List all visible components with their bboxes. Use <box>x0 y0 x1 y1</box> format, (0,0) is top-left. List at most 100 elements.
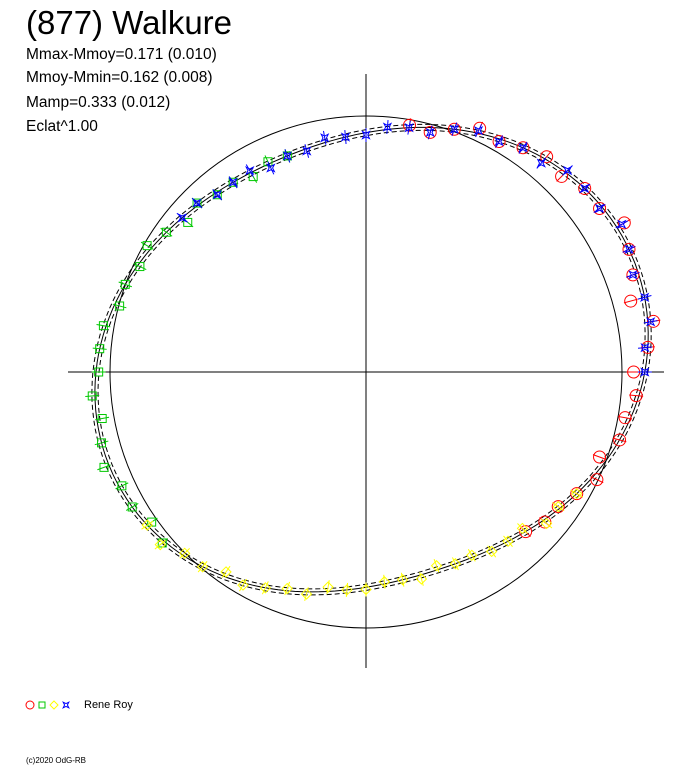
error-bar-3-12 <box>495 135 503 148</box>
data-point-star-8 <box>580 183 590 194</box>
data-point-star-2 <box>645 317 656 327</box>
legend: Rene Roy <box>24 697 133 713</box>
data-point-star-14 <box>449 124 460 134</box>
error-bar-3-6 <box>615 220 629 229</box>
data-point-diamond-23 <box>571 487 583 500</box>
data-point-star-25 <box>228 177 238 187</box>
data-point-circle-24 <box>423 125 437 139</box>
data-point-diamond-0 <box>141 519 153 531</box>
error-bar-1-17 <box>94 440 109 446</box>
data-point-square-7 <box>161 227 171 237</box>
error-bar-2-7 <box>284 581 291 596</box>
data-point-star-9 <box>562 165 573 176</box>
error-bar-3-25 <box>228 176 238 189</box>
fit-curve-upper <box>91 123 652 596</box>
error-bar-3-20 <box>323 130 327 145</box>
data-point-circle-12 <box>624 294 638 308</box>
data-point-circle-13 <box>626 268 640 282</box>
data-point-star-1 <box>640 342 650 353</box>
data-point-star-21 <box>302 146 312 156</box>
error-bar-2-0 <box>141 520 154 530</box>
data-point-square-0 <box>282 151 292 161</box>
error-bar-2-5 <box>239 578 247 592</box>
error-bar-2-16 <box>452 557 459 571</box>
data-point-diamond-9 <box>322 581 334 593</box>
error-bar-0-5 <box>592 454 607 460</box>
data-point-star-18 <box>361 130 371 140</box>
data-point-diamond-3 <box>196 561 209 573</box>
data-point-star-19 <box>340 132 351 142</box>
data-point-star-26 <box>212 190 222 200</box>
data-point-square-17 <box>97 438 107 448</box>
data-point-circle-7 <box>618 411 632 425</box>
error-bar-0-4 <box>590 476 604 484</box>
fit-curve-mean <box>94 126 649 593</box>
stat-mmoy-mmin: Mmoy-Mmin=0.162 (0.008) <box>26 69 213 86</box>
data-point-circle-1 <box>538 515 552 529</box>
data-point-star-13 <box>473 125 484 136</box>
data-point-diamond-22 <box>552 500 564 513</box>
legend-symbol-square <box>38 701 46 709</box>
data-point-diamond-20 <box>516 522 529 535</box>
error-bar-3-11 <box>518 141 528 154</box>
error-bar-1-18 <box>97 464 111 471</box>
error-bar-3-17 <box>386 119 389 135</box>
error-bar-3-5 <box>622 245 636 253</box>
data-point-circle-4 <box>590 473 604 487</box>
error-bar-2-15 <box>433 558 440 573</box>
chart-title: (877) Walkure <box>26 4 233 41</box>
error-bar-3-22 <box>284 149 291 163</box>
error-bar-3-21 <box>304 144 310 158</box>
error-bar-3-4 <box>626 271 640 278</box>
data-point-diamond-17 <box>466 549 478 561</box>
data-point-star-20 <box>320 133 330 143</box>
data-point-star-17 <box>382 122 393 132</box>
data-point-square-15 <box>87 391 97 401</box>
error-bar-3-2 <box>643 320 658 324</box>
legend-symbol-diamond <box>49 700 59 710</box>
stat-mamp: Mamp=0.333 (0.012) <box>26 94 171 111</box>
error-bar-0-6 <box>612 437 627 443</box>
data-point-star-3 <box>639 292 650 303</box>
data-point-star-0 <box>640 367 650 377</box>
data-point-square-13 <box>95 344 105 354</box>
data-point-star-15 <box>425 127 435 138</box>
error-bar-2-2 <box>179 548 190 559</box>
data-point-diamond-8 <box>300 588 313 600</box>
data-point-square-9 <box>135 262 145 272</box>
error-bar-3-23 <box>267 161 275 175</box>
data-point-square-20 <box>127 502 137 512</box>
data-point-diamond-2 <box>178 547 191 560</box>
data-point-star-28 <box>177 213 187 223</box>
data-point-square-14 <box>94 367 104 377</box>
error-bar-3-15 <box>427 125 433 140</box>
error-bar-3-13 <box>475 124 482 138</box>
data-point-star-16 <box>404 122 414 133</box>
data-point-diamond-13 <box>396 574 409 586</box>
legend-label: Rene Roy <box>84 699 133 711</box>
data-point-star-27 <box>192 198 202 208</box>
data-point-square-8 <box>142 241 152 251</box>
data-point-diamond-4 <box>220 566 232 578</box>
data-point-star-12 <box>494 136 504 147</box>
error-bar-2-22 <box>552 502 565 512</box>
data-point-square-6 <box>183 217 193 227</box>
data-point-circle-21 <box>492 135 506 149</box>
data-point-circle-6 <box>613 433 627 447</box>
copyright-text: (c)2020 OdG-RB <box>26 756 87 765</box>
error-bar-2-19 <box>503 535 513 547</box>
data-point-diamond-6 <box>259 582 272 594</box>
data-point-circle-25 <box>403 118 417 132</box>
legend-symbol-star <box>62 701 70 709</box>
data-point-diamond-18 <box>485 545 498 558</box>
data-point-star-7 <box>594 203 605 214</box>
data-point-circle-23 <box>447 122 461 136</box>
error-bar-2-20 <box>517 523 528 534</box>
data-point-circle-20 <box>516 141 530 155</box>
error-bar-0-7 <box>618 415 633 420</box>
data-point-diamond-19 <box>502 535 514 547</box>
fit-curve-lower <box>97 129 646 590</box>
data-point-diamond-14 <box>415 573 428 585</box>
error-bar-3-3 <box>637 295 652 300</box>
error-bar-2-3 <box>197 561 208 573</box>
